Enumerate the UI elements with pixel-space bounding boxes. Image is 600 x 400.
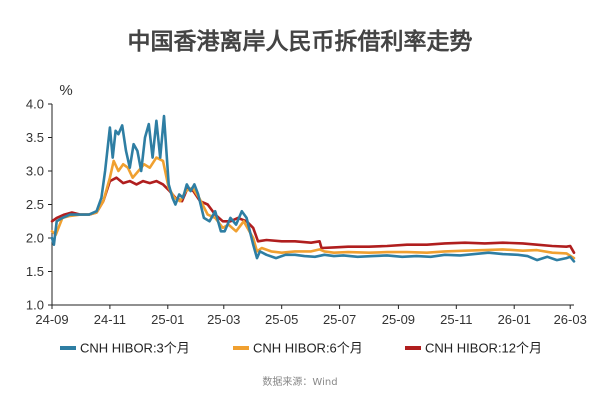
series-line-12m [50,176,576,254]
series-line-3m [50,114,576,263]
series-line-6m [50,156,576,260]
y-tick-label: 3.5 [26,130,44,145]
x-tick-label: 25-05 [265,312,298,327]
legend-label: CNH HIBOR:3个月 [80,341,190,356]
legend-label: CNH HIBOR:12个月 [425,341,542,356]
x-axis-ticks: 24-09 24-11 25-01 25-03 25-05 25-07 25-09 25-11… [35,305,587,327]
x-tick-label: 25-07 [323,312,356,327]
x-tick-label: 25-01 [151,312,184,327]
y-tick-label: 1.5 [26,264,44,279]
y-axis-unit: % [59,82,72,99]
series-lines [50,114,576,263]
x-tick-label: 25-11 [440,312,472,327]
chart-title: 中国香港离岸人民币拆借利率走势 [128,28,473,55]
legend-label: CNH HIBOR:6个月 [253,341,363,356]
x-tick-label: 25-03 [207,312,240,327]
y-tick-label: 2.0 [26,231,44,246]
x-tick-label: 25-09 [382,312,415,327]
y-tick-label: 1.0 [26,298,44,313]
x-tick-label: 26-01 [498,312,531,327]
legend: CNH HIBOR:3个月 CNH HIBOR:6个月 CNH HIBOR:12个月 [60,341,542,356]
y-tick-label: 3.0 [26,164,44,179]
x-tick-label: 24-09 [35,312,68,327]
y-tick-label: 2.5 [26,197,44,212]
x-tick-label: 26-03 [554,312,587,327]
x-tick-label: 24-11 [94,312,126,327]
y-axis-ticks: 1.0 1.5 2.0 2.5 3.0 3.5 4.0 [26,97,52,313]
source-note: 数据来源：Wind [262,375,337,388]
y-tick-label: 4.0 [26,97,44,112]
